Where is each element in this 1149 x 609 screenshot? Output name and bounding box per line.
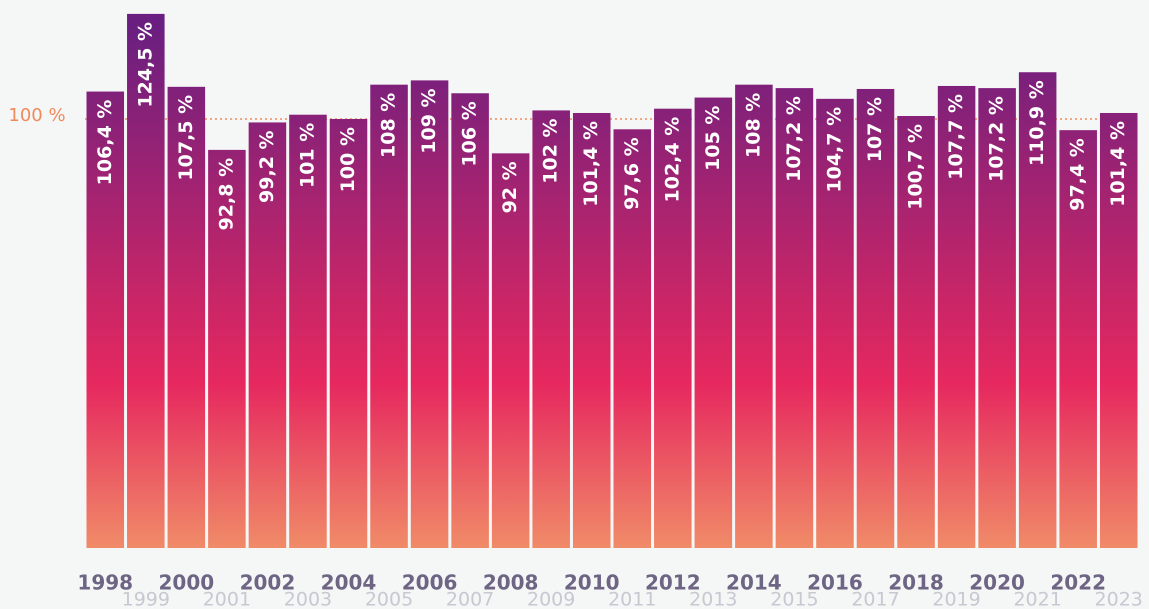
- bar: [775, 88, 814, 548]
- bar: [167, 86, 206, 548]
- value-label: 92 %: [499, 161, 521, 213]
- bar: [370, 84, 408, 549]
- bar: [572, 112, 611, 548]
- x-tick-label: 2010: [564, 571, 620, 595]
- value-label: 97,6 %: [621, 137, 643, 210]
- x-tick-label: 2011: [608, 589, 656, 609]
- x-tick-label: 1999: [122, 589, 170, 609]
- x-tick-label: 2004: [321, 571, 377, 595]
- x-tick-label: 2018: [888, 571, 944, 595]
- value-label: 99,2 %: [256, 130, 278, 203]
- bar: [86, 91, 125, 548]
- x-tick-label: 2008: [483, 571, 539, 595]
- x-tick-label: 2020: [969, 571, 1025, 595]
- y-tick-label: 100 %: [8, 105, 65, 126]
- value-label: 124,5 %: [134, 22, 156, 108]
- bar: [410, 80, 449, 548]
- bar: [451, 93, 489, 548]
- bar: [329, 119, 368, 548]
- bar: [856, 88, 895, 548]
- bar: [491, 153, 530, 548]
- bar: [654, 108, 692, 548]
- bar: [735, 84, 773, 549]
- value-label: 107,2 %: [783, 96, 805, 182]
- value-label: 97,4 %: [1067, 138, 1089, 211]
- x-tick-label: 2017: [851, 589, 899, 609]
- value-label: 107 %: [864, 97, 886, 162]
- x-tick-label: 2002: [240, 571, 296, 595]
- bar: [1099, 112, 1138, 548]
- bar: [816, 98, 854, 548]
- value-label: 92,8 %: [215, 158, 237, 231]
- x-tick-label: 2022: [1050, 571, 1106, 595]
- bar: [978, 88, 1016, 548]
- value-label: 101 %: [296, 123, 318, 188]
- x-tick-label: 2001: [203, 589, 251, 609]
- bar: [127, 13, 165, 548]
- value-label: 105 %: [702, 106, 724, 171]
- bar: [1018, 72, 1057, 548]
- value-label: 108 %: [378, 93, 400, 158]
- bar: [613, 129, 652, 548]
- x-tick-label: 2019: [932, 589, 980, 609]
- x-tick-label: 2015: [770, 589, 818, 609]
- bar: [289, 114, 327, 549]
- value-label: 106,4 %: [94, 100, 116, 186]
- value-label: 100,7 %: [905, 124, 927, 210]
- x-tick-label: 2000: [159, 571, 215, 595]
- value-label: 107,5 %: [175, 95, 197, 181]
- value-label: 100 %: [337, 127, 359, 192]
- x-tick-label: 2007: [446, 589, 494, 609]
- value-label: 107,2 %: [986, 96, 1008, 182]
- bar: [248, 122, 287, 548]
- x-tick-label: 2023: [1095, 589, 1143, 609]
- value-label: 104,7 %: [823, 107, 845, 193]
- x-tick-label: 2016: [807, 571, 863, 595]
- bar: [897, 115, 935, 548]
- value-label: 101,4 %: [580, 121, 602, 207]
- value-label: 101,4 %: [1107, 121, 1129, 207]
- x-tick-label: 2005: [365, 589, 413, 609]
- bar: [208, 149, 246, 548]
- x-tick-label: 2009: [527, 589, 575, 609]
- x-tick-label: 1998: [77, 571, 133, 595]
- x-tick-label: 2012: [645, 571, 701, 595]
- bar: [532, 110, 570, 549]
- value-label: 107,7 %: [945, 94, 967, 180]
- x-tick-label: 2014: [726, 571, 782, 595]
- x-tick-label: 2006: [402, 571, 458, 595]
- bar: [937, 85, 976, 548]
- x-tick-label: 2021: [1013, 589, 1061, 609]
- x-tick-label: 2003: [284, 589, 332, 609]
- value-label: 109 %: [418, 88, 440, 153]
- value-label: 106 %: [459, 101, 481, 166]
- value-label: 110,9 %: [1026, 80, 1048, 166]
- x-tick-label: 2013: [689, 589, 737, 609]
- bar: [1059, 130, 1097, 549]
- value-label: 108 %: [742, 93, 764, 158]
- value-label: 102,4 %: [661, 117, 683, 203]
- value-label: 102 %: [540, 118, 562, 183]
- bar: [694, 97, 733, 549]
